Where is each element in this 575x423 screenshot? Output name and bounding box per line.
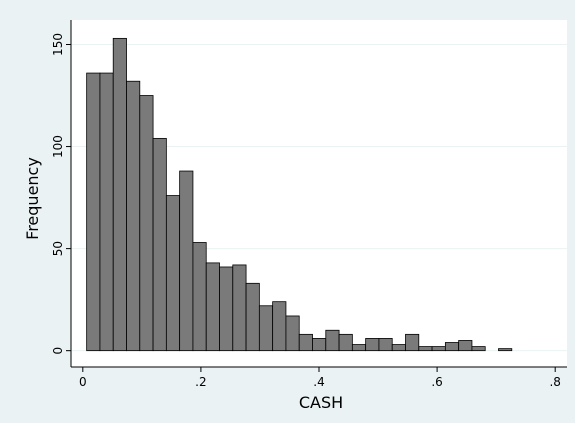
y-tick-label: 50 xyxy=(51,241,65,256)
histogram-bar xyxy=(285,315,300,352)
x-tick-label: .4 xyxy=(313,375,324,389)
histogram-bar xyxy=(325,329,340,352)
histogram-bar xyxy=(165,195,181,352)
y-tick-label: 150 xyxy=(51,33,65,56)
histogram-bar xyxy=(418,346,433,352)
histogram-bar xyxy=(152,137,167,352)
histogram-bar xyxy=(205,262,220,352)
histogram-bar xyxy=(232,264,247,352)
x-axis-title: CASH xyxy=(299,393,343,412)
histogram-bar xyxy=(272,301,287,352)
x-tick-label: .6 xyxy=(431,375,442,389)
histogram-bar xyxy=(378,338,393,352)
histogram-bar xyxy=(431,346,446,352)
histogram-bar xyxy=(192,242,207,352)
y-tick-label: 0 xyxy=(51,347,65,355)
histogram-bar xyxy=(179,170,194,352)
histogram-bar xyxy=(365,338,380,352)
histogram-bars xyxy=(86,37,513,352)
histogram-bar xyxy=(126,80,141,352)
y-tick-label: 100 xyxy=(51,135,65,158)
histogram-bar xyxy=(351,344,367,352)
histogram-bar xyxy=(458,340,473,352)
histogram-bar xyxy=(498,348,513,352)
histogram-bar xyxy=(405,333,420,352)
histogram-bar xyxy=(139,95,154,352)
x-tick-label: 0 xyxy=(79,375,87,389)
histogram-bar xyxy=(86,72,101,352)
histogram-bar xyxy=(471,346,486,352)
y-axis-title: Frequency xyxy=(23,157,42,240)
histogram-bar xyxy=(338,333,353,352)
x-tick-label: .8 xyxy=(549,375,560,389)
histogram-bar xyxy=(391,344,406,352)
histogram-bar xyxy=(298,333,313,352)
histogram-bar xyxy=(312,338,327,352)
histogram-bar xyxy=(99,72,114,352)
histogram-bar xyxy=(444,342,460,352)
tick-marks: 0 .2 .4 .6 .8 0 50 100 150 xyxy=(51,33,561,389)
histogram-bar xyxy=(112,37,127,352)
histogram-bar xyxy=(245,282,260,352)
x-tick-label: .2 xyxy=(195,375,206,389)
histogram-bar xyxy=(258,305,274,352)
histogram-bar xyxy=(219,266,234,352)
